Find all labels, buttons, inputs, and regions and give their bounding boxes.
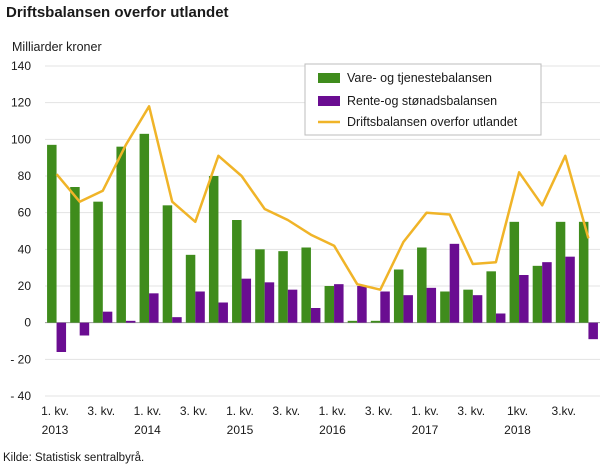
bar-rente-og-stonadsbalansen xyxy=(79,322,90,336)
bar-vare-og-tjenestebalansen xyxy=(417,247,427,323)
x-tick-label: 3. kv. xyxy=(365,404,393,418)
bar-vare-og-tjenestebalansen xyxy=(47,144,57,323)
bar-vare-og-tjenestebalansen xyxy=(93,201,103,323)
bar-vare-og-tjenestebalansen xyxy=(301,247,311,323)
bar-rente-og-stonadsbalansen xyxy=(380,291,390,323)
bar-vare-og-tjenestebalansen xyxy=(162,205,173,323)
x-tick-label: 1. kv. xyxy=(134,404,162,418)
line-driftsbalansen xyxy=(55,105,590,291)
bar-rente-og-stonadsbalansen xyxy=(149,293,159,323)
legend: Vare- og tjenestebalansen Rente-og støna… xyxy=(304,63,542,136)
x-tick-label: 3. kv. xyxy=(457,404,485,418)
y-tick-label: 60 xyxy=(18,206,32,220)
bar-vare-og-tjenestebalansen xyxy=(278,251,288,323)
bar-vare-og-tjenestebalansen xyxy=(347,320,358,323)
y-tick-label: 40 xyxy=(18,242,32,256)
bar-rente-og-stonadsbalansen xyxy=(542,262,552,323)
bar-vare-og-tjenestebalansen xyxy=(509,221,520,323)
legend-label-drift: Driftsbalansen overfor utlandet xyxy=(347,115,518,129)
y-tick-label: 20 xyxy=(18,279,32,293)
bar-vare-og-tjenestebalansen xyxy=(232,220,242,323)
bar-rente-og-stonadsbalansen xyxy=(195,291,205,323)
legend-label-rente: Rente-og stønadsbalansen xyxy=(347,94,497,108)
y-tick-label: - 20 xyxy=(10,352,31,366)
source-note: Kilde: Statistisk sentralbyrå. xyxy=(3,452,145,464)
y-tick-label: 0 xyxy=(24,316,31,330)
y-tick-label: - 40 xyxy=(10,389,31,403)
bar-rente-og-stonadsbalansen xyxy=(472,295,483,323)
x-axis-ticks: 1. kv. 2013 3. kv. 1. kv. 2014 3. kv. 1. kv. 20… xyxy=(41,404,576,437)
bar-rente-og-stonadsbalansen xyxy=(241,278,252,323)
x-tick-label: 1. kv. xyxy=(41,404,69,418)
x-tick-label: 1. kv. xyxy=(411,404,439,418)
bar-rente-og-stonadsbalansen xyxy=(357,286,367,323)
legend-label-vare: Vare- og tjenestebalansen xyxy=(347,71,492,85)
bar-vare-og-tjenestebalansen xyxy=(486,271,496,323)
bar-vare-og-tjenestebalansen xyxy=(393,269,404,323)
x-tick-label: 3. kv. xyxy=(272,404,300,418)
bar-vare-og-tjenestebalansen xyxy=(139,133,150,323)
y-tick-label: 140 xyxy=(11,59,31,73)
bar-vare-og-tjenestebalansen xyxy=(116,146,126,323)
bar-rente-og-stonadsbalansen xyxy=(310,308,321,323)
legend-swatch-rente xyxy=(318,96,340,106)
bar-vare-og-tjenestebalansen xyxy=(463,289,473,323)
bar-rente-og-stonadsbalansen xyxy=(426,287,437,323)
bar-vare-og-tjenestebalansen xyxy=(185,254,196,323)
y-tick-label: 100 xyxy=(11,132,31,146)
bar-vare-og-tjenestebalansen xyxy=(370,320,381,323)
bar-rente-og-stonadsbalansen xyxy=(403,295,413,323)
x-tick-year-label: 2018 xyxy=(504,423,531,437)
bar-vare-og-tjenestebalansen xyxy=(440,291,450,323)
bar-vare-og-tjenestebalansen xyxy=(255,249,265,323)
bar-rente-og-stonadsbalansen xyxy=(172,317,182,323)
y-tick-label: 120 xyxy=(11,96,31,110)
bar-vare-og-tjenestebalansen xyxy=(532,265,543,323)
bar-rente-og-stonadsbalansen xyxy=(125,320,136,323)
x-tick-label: 1. kv. xyxy=(319,404,347,418)
bar-vare-og-tjenestebalansen xyxy=(324,286,335,323)
bar-rente-og-stonadsbalansen xyxy=(334,284,344,323)
bar-rente-og-stonadsbalansen xyxy=(449,243,460,323)
bar-rente-og-stonadsbalansen xyxy=(519,275,529,323)
bar-rente-og-stonadsbalansen xyxy=(565,256,575,323)
bar-rente-og-stonadsbalansen xyxy=(56,322,67,352)
bar-rente-og-stonadsbalansen xyxy=(495,313,506,323)
bar-series xyxy=(47,133,598,352)
x-tick-year-label: 2015 xyxy=(227,423,254,437)
bar-rente-og-stonadsbalansen xyxy=(287,289,298,323)
bar-vare-og-tjenestebalansen xyxy=(555,221,566,323)
y-axis-ticks: - 40 - 20 0 20 40 60 80 100 120 140 xyxy=(10,59,31,403)
x-tick-year-label: 2013 xyxy=(42,423,69,437)
x-tick-year-label: 2016 xyxy=(319,423,346,437)
chart-title: Driftsbalansen overfor utlandet xyxy=(6,4,229,21)
bar-rente-og-stonadsbalansen xyxy=(102,311,113,323)
x-tick-label: 3.kv. xyxy=(552,404,576,418)
x-tick-label: 1kv. xyxy=(507,404,528,418)
bar-vare-og-tjenestebalansen xyxy=(208,176,219,323)
bar-vare-og-tjenestebalansen xyxy=(578,221,589,323)
y-tick-label: 80 xyxy=(18,169,32,183)
legend-box xyxy=(304,63,542,136)
line-series xyxy=(55,105,590,291)
x-tick-label: 1. kv. xyxy=(226,404,254,418)
y-axis-unit-label: Milliarder kroner xyxy=(12,40,102,54)
bar-rente-og-stonadsbalansen xyxy=(588,322,598,340)
bar-rente-og-stonadsbalansen xyxy=(264,282,275,323)
bar-rente-og-stonadsbalansen xyxy=(218,302,228,323)
x-tick-label: 3. kv. xyxy=(180,404,208,418)
legend-swatch-vare xyxy=(318,73,340,83)
x-tick-year-label: 2017 xyxy=(412,423,439,437)
bar-vare-og-tjenestebalansen xyxy=(70,187,80,323)
x-tick-year-label: 2014 xyxy=(134,423,161,437)
x-tick-label: 3. kv. xyxy=(87,404,115,418)
